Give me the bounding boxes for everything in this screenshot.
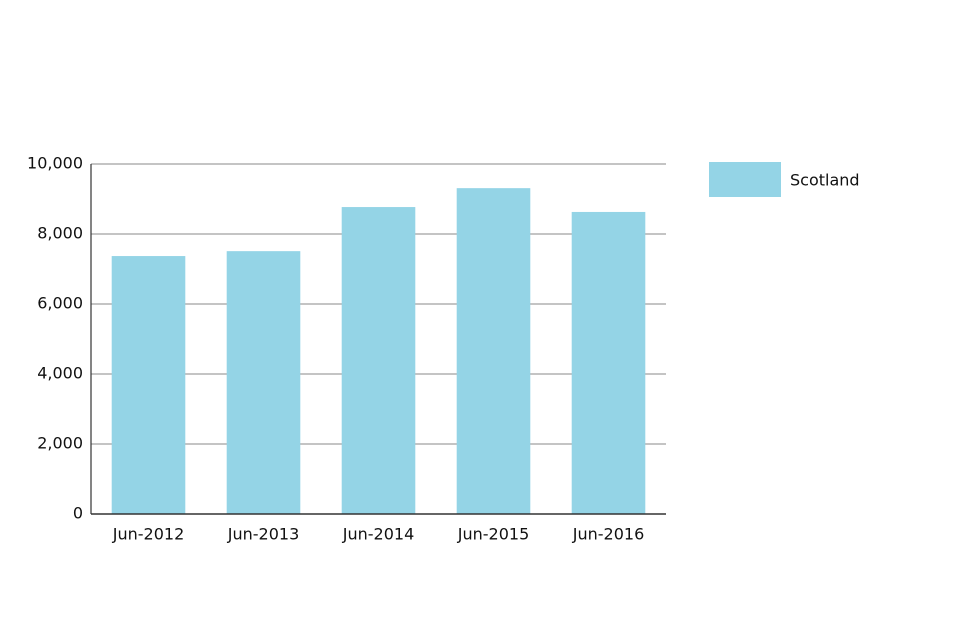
- legend-label: Scotland: [790, 171, 860, 190]
- x-tick-label: Jun-2016: [572, 525, 645, 544]
- x-tick-label: Jun-2012: [112, 525, 185, 544]
- bar: [456, 188, 531, 514]
- bar: [111, 256, 186, 514]
- y-tick-label: 6,000: [37, 294, 83, 313]
- x-tick-label: Jun-2014: [342, 525, 415, 544]
- x-tick-label: Jun-2013: [227, 525, 300, 544]
- bar: [226, 251, 301, 514]
- y-tick-label: 4,000: [37, 364, 83, 383]
- bar: [341, 207, 416, 515]
- y-tick-label: 10,000: [27, 154, 83, 173]
- y-tick-label: 2,000: [37, 434, 83, 453]
- x-tick-label: Jun-2015: [457, 525, 530, 544]
- bar: [571, 211, 646, 514]
- legend-swatch: [709, 162, 781, 197]
- y-tick-label: 0: [73, 504, 83, 523]
- y-tick-label: 8,000: [37, 224, 83, 243]
